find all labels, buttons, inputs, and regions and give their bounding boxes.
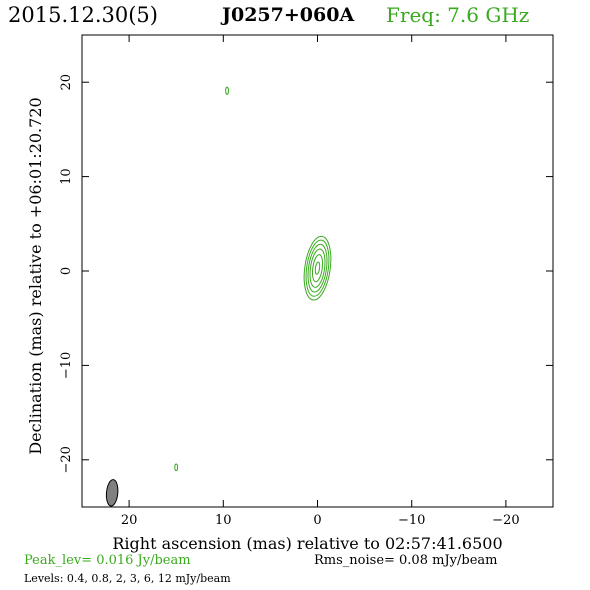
x-tick-label: 10 xyxy=(215,513,232,528)
x-tick-label: 20 xyxy=(121,513,138,528)
contour-line xyxy=(225,86,229,95)
contour-line xyxy=(305,239,330,297)
frequency-label: Freq: 7.6 GHz xyxy=(386,3,530,27)
axis-ticks xyxy=(82,35,553,507)
source-component xyxy=(303,235,332,301)
rms-noise: Rms_noise= 0.08 mJy/beam xyxy=(314,553,498,568)
observation-date: 2015.12.30(5) xyxy=(8,3,158,27)
contour-line xyxy=(309,248,326,288)
contour-line xyxy=(314,261,321,275)
source-component xyxy=(174,463,179,472)
y-tick-label: 10 xyxy=(59,168,74,185)
beam-ellipse xyxy=(105,479,119,507)
peak-level: Peak_lev= 0.016 Jy/beam xyxy=(24,553,191,568)
contour-layer xyxy=(174,86,332,472)
y-axis-label: Declination (mas) relative to +06:01:20.… xyxy=(26,97,45,454)
beam-layer xyxy=(105,479,119,507)
x-tick-label: −20 xyxy=(492,513,519,528)
contour-line xyxy=(303,235,332,301)
contour-line xyxy=(174,463,179,472)
tick-labels: 20 10 0 −10 −20 −20 −10 0 10 20 xyxy=(59,74,520,528)
y-tick-label: −10 xyxy=(59,352,74,379)
x-tick-label: 0 xyxy=(313,513,321,528)
contour-line xyxy=(311,254,324,283)
source-name: J0257+060A xyxy=(222,4,355,26)
y-tick-label: 0 xyxy=(59,267,74,275)
source-component xyxy=(225,86,229,95)
contour-levels: Levels: 0.4, 0.8, 2, 3, 6, 12 mJy/beam xyxy=(24,572,231,585)
plot-frame xyxy=(81,34,554,508)
x-axis-label: Right ascension (mas) relative to 02:57:… xyxy=(112,534,502,553)
y-tick-label: −20 xyxy=(59,446,74,473)
y-tick-label: 20 xyxy=(59,74,74,91)
x-tick-label: −10 xyxy=(398,513,425,528)
contour-line xyxy=(307,243,328,293)
